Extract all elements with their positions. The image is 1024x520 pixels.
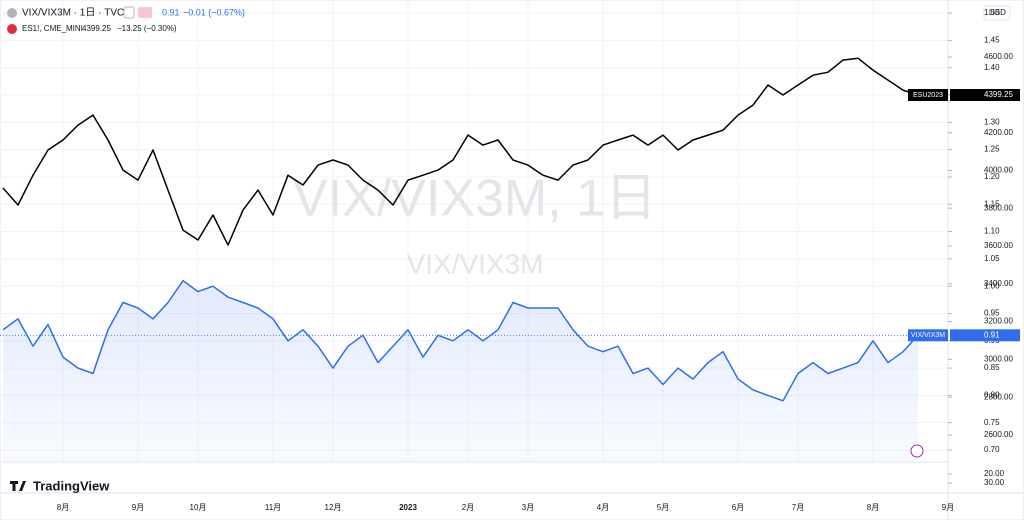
x-tick-label: 12月 bbox=[325, 503, 342, 512]
x-tick-label: 3月 bbox=[522, 503, 534, 512]
legend-value: 4399.25 bbox=[82, 24, 111, 33]
brand-logo bbox=[10, 481, 26, 491]
area bbox=[3, 280, 918, 462]
y-tick-label: 3600.00 bbox=[984, 241, 1013, 250]
y-tick-label: 4200.00 bbox=[984, 128, 1013, 137]
legend-title: ES1!, CME_MINI bbox=[22, 24, 83, 33]
brand: TradingView bbox=[33, 478, 110, 493]
y-tick-label: 3000.00 bbox=[984, 355, 1013, 364]
x-tick-label: 8月 bbox=[57, 503, 69, 512]
series-badge bbox=[908, 329, 948, 342]
y-tick-label: 1.30 bbox=[984, 117, 1000, 126]
y-tick-label: 0.95 bbox=[984, 309, 1000, 318]
price-badge bbox=[950, 88, 1020, 101]
x-tick-label: 2月 bbox=[462, 503, 474, 512]
legend-change: −0.01 (−0.67%) bbox=[183, 7, 245, 17]
y-tick-label: 1.40 bbox=[984, 63, 1000, 72]
y-tick-label: 0.75 bbox=[984, 418, 1000, 427]
watermark: VIX/VIX3M, 1日 bbox=[293, 170, 657, 228]
x-tick-label: 7月 bbox=[792, 503, 804, 512]
series-badge-label: VIX/VIX3M bbox=[911, 332, 945, 339]
plot bbox=[0, 57, 948, 462]
y-tick-label: 4600.00 bbox=[984, 52, 1013, 61]
x-tick-label: 9月 bbox=[132, 503, 144, 512]
y-tick-label: 2800.00 bbox=[984, 392, 1013, 401]
legend-title: VIX/VIX3M · 1日 · TVC bbox=[22, 8, 124, 19]
y-tick-label: 1.25 bbox=[984, 145, 1000, 154]
x-tick-label: 4月 bbox=[597, 503, 609, 512]
x-tick-label: 9月 bbox=[942, 503, 954, 512]
line bbox=[2, 57, 919, 246]
symbol-icon bbox=[7, 8, 17, 18]
y-tick-label: 0.70 bbox=[984, 445, 1000, 454]
y-tick-label: 1.20 bbox=[984, 172, 1000, 181]
legend-value: 0.91 bbox=[162, 7, 180, 17]
y-tick-label: 3200.00 bbox=[984, 317, 1013, 326]
y-tick-label: 1.00 bbox=[984, 281, 1000, 290]
line bbox=[2, 279, 919, 402]
x-tick-label: 6月 bbox=[732, 503, 744, 512]
legend-button[interactable] bbox=[138, 7, 152, 18]
x-tick-label: 8月 bbox=[867, 503, 879, 512]
x-tick-label: 11月 bbox=[265, 503, 281, 512]
y-tick-label: 1.10 bbox=[984, 227, 1000, 236]
y-tick-label: 0.80 bbox=[984, 390, 1000, 399]
currency: USD bbox=[989, 8, 1006, 17]
y-tick-label: 0.85 bbox=[984, 363, 1000, 372]
y-tick-label: 2600.00 bbox=[984, 430, 1013, 439]
x-tick-label: 2023 bbox=[399, 503, 417, 512]
currency-button[interactable] bbox=[983, 5, 1011, 21]
symbol-icon bbox=[7, 24, 17, 34]
y-tick-label: 3400.00 bbox=[984, 279, 1013, 288]
x-tick-label: 10月 bbox=[190, 503, 207, 512]
y-tick-label: 1.05 bbox=[984, 254, 1000, 263]
alert-icon[interactable] bbox=[910, 444, 924, 458]
legend-button[interactable] bbox=[123, 6, 135, 19]
price-badge bbox=[950, 329, 1020, 342]
y-tick-label: 1.15 bbox=[984, 199, 1000, 208]
y-tick-label: 20.00 bbox=[984, 469, 1005, 478]
price-badge-label: 0.91 bbox=[984, 330, 1000, 339]
x-tick-label: 5月 bbox=[657, 503, 669, 512]
y-tick-label: 30.00 bbox=[984, 478, 1005, 487]
series-badge-label: ESU2023 bbox=[913, 92, 943, 99]
price-badge-label: 4399.25 bbox=[984, 90, 1013, 99]
y-tick-label: 3800.00 bbox=[984, 203, 1013, 212]
watermark-sub: VIX/VIX3M bbox=[407, 248, 544, 279]
legend-change: −13.25 (−0.30%) bbox=[117, 24, 177, 33]
y-tick-label: 1.45 bbox=[984, 36, 1000, 45]
y-tick-label: 4000.00 bbox=[984, 166, 1013, 175]
series-badge bbox=[908, 88, 948, 101]
y-tick-label: 1.50 bbox=[984, 8, 1000, 17]
